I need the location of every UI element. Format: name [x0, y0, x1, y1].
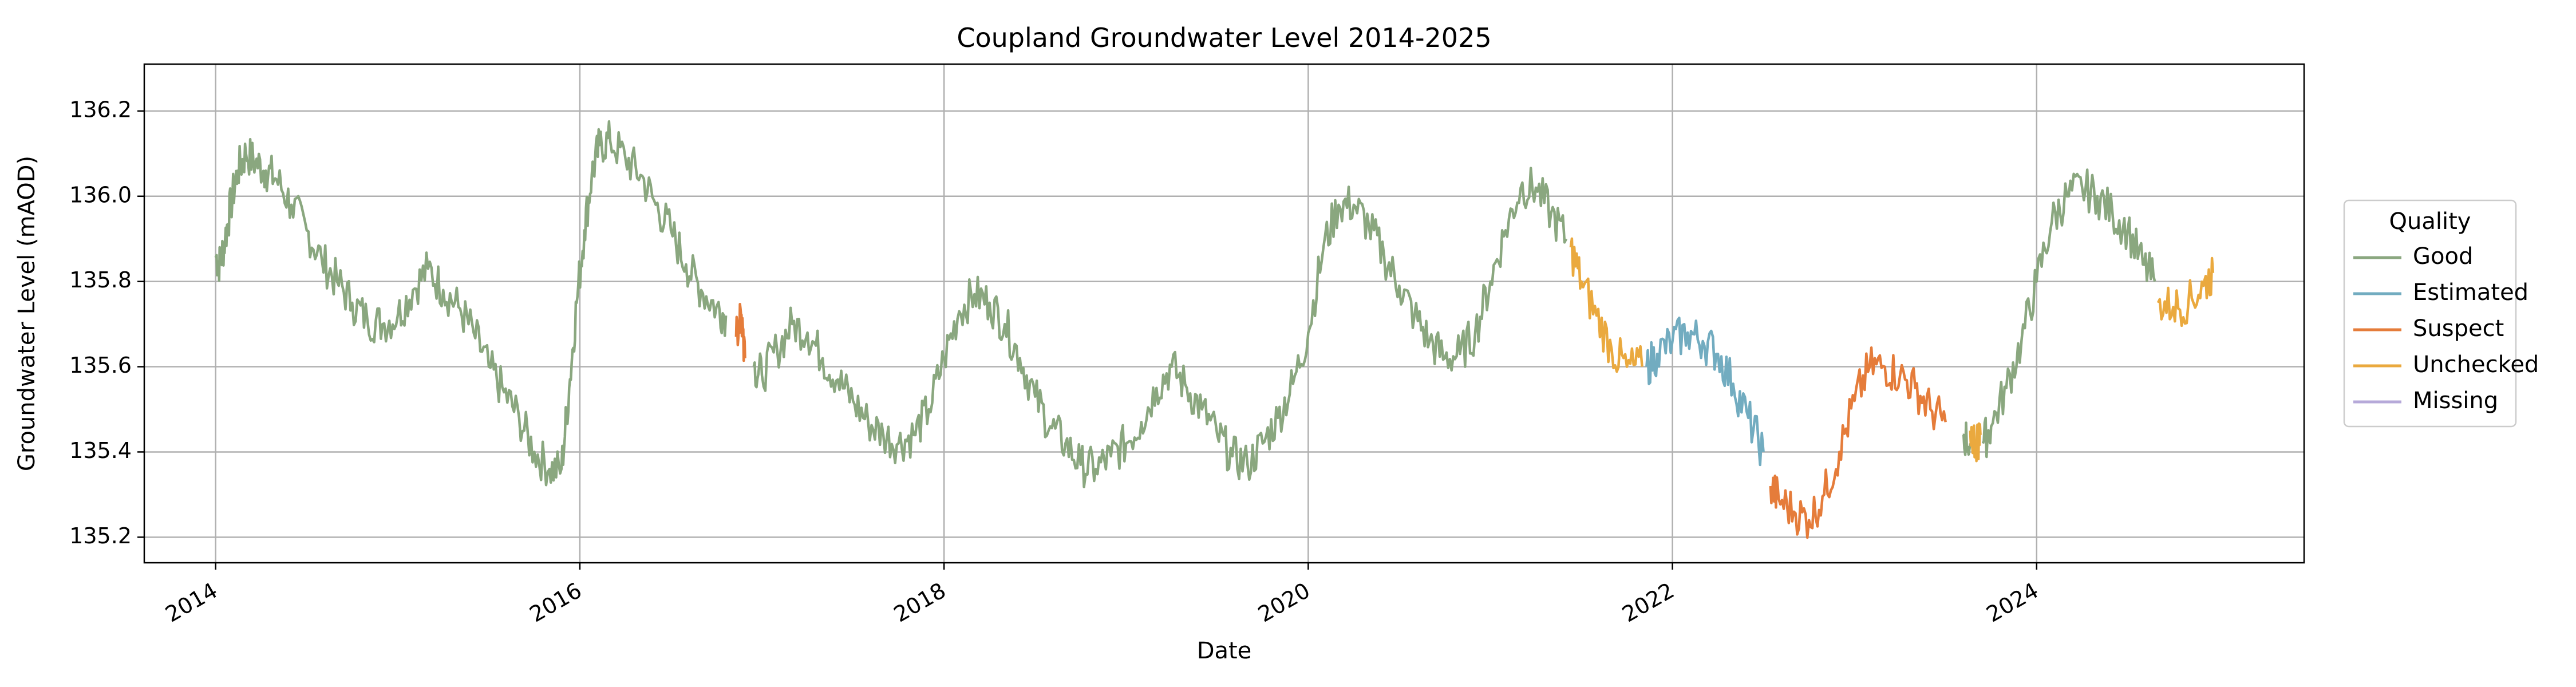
x-axis-label: Date: [1197, 638, 1252, 664]
series-line-unchecked: [1569, 237, 1643, 373]
series-line-estimated: [1645, 316, 1765, 467]
legend-title: Quality: [2389, 208, 2471, 235]
series-line-good: [1981, 168, 2156, 459]
series-line-suspect: [734, 302, 746, 362]
y-tick-label: 135.8: [69, 267, 132, 293]
legend-label-estimated: Estimated: [2413, 279, 2528, 306]
legend-label-good: Good: [2413, 243, 2473, 270]
y-tick-label: 136.0: [69, 182, 132, 207]
y-tick-label: 135.4: [69, 438, 132, 463]
series-line-unchecked: [2156, 256, 2215, 327]
series-line-good: [752, 167, 1568, 488]
series-lines: [214, 120, 2215, 539]
plot-frame: [143, 63, 2305, 564]
series-line-unchecked: [1969, 422, 1982, 463]
y-tick-label: 135.2: [69, 523, 132, 548]
legend-items: Good Estimated Suspect Unchecked Missing: [2353, 243, 2539, 414]
series-line-suspect: [1769, 346, 1947, 539]
gridlines: [144, 64, 2304, 563]
chart-title: Coupland Groundwater Level 2014-2025: [957, 22, 1491, 53]
legend-label-missing: Missing: [2413, 388, 2498, 414]
legend-label-unchecked: Unchecked: [2413, 352, 2539, 378]
series-line-good: [1962, 421, 1972, 456]
y-axis-label: Groundwater Level (mAOD): [14, 156, 40, 471]
y-tick-label: 135.6: [69, 353, 132, 378]
series-line-good: [214, 120, 728, 487]
legend-label-suspect: Suspect: [2413, 315, 2504, 342]
legend: Quality Good Estimated Suspect Unchecked Mis…: [2343, 199, 2539, 428]
y-tick-label: 136.2: [69, 97, 132, 122]
